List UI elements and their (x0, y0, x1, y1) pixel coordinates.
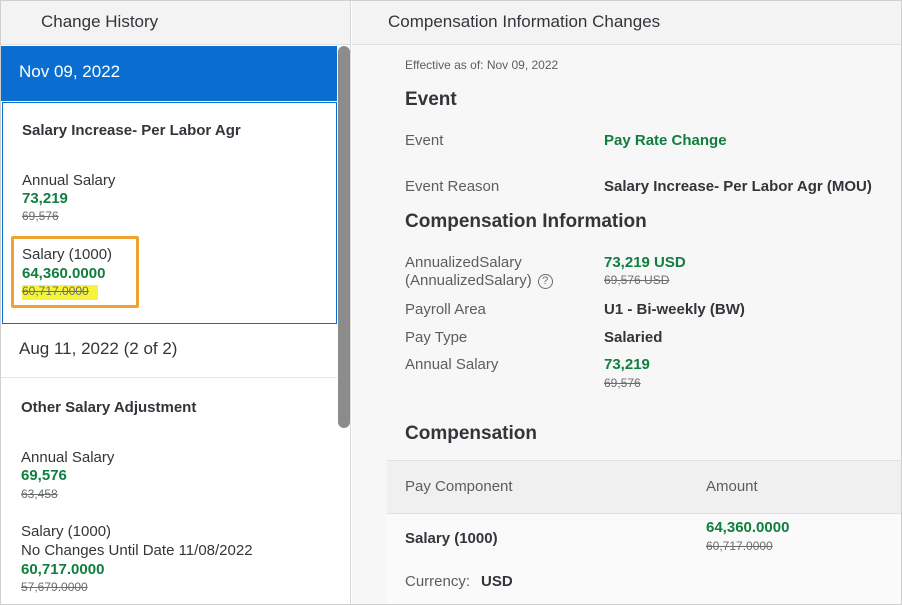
payroll-area-label: Payroll Area (405, 301, 486, 318)
salary-note: No Changes Until Date 11/08/2022 (21, 542, 253, 559)
salary-old: 60,717.0000 (22, 284, 89, 298)
amount-new: 64,360.0000 (706, 519, 790, 536)
section-title-event: Event (405, 89, 457, 110)
annualized-salary-new: 73,219 USD (604, 254, 686, 271)
column-header-pay-component: Pay Component (405, 478, 513, 495)
annual-salary-new: 73,219 (604, 356, 650, 373)
details-panel: Compensation Information Changes Effecti… (352, 1, 901, 604)
payroll-area-value: U1 - Bi-weekly (BW) (604, 301, 745, 318)
annualized-salary-sublabel-text: (AnnualizedSalary) (405, 272, 532, 289)
highlight-outline (11, 236, 139, 308)
annual-salary-old: 69,576 (604, 376, 641, 390)
salary-new: 64,360.0000 (22, 265, 106, 282)
history-card-selected[interactable]: Salary Increase- Per Labor Agr Annual Sa… (2, 102, 337, 324)
history-date-item[interactable]: Aug 11, 2022 (2 of 2) (1, 324, 337, 378)
help-icon[interactable]: ? (537, 274, 553, 289)
annualized-salary-old: 69,576 USD (604, 273, 670, 287)
change-history-header: Change History (1, 1, 350, 45)
annual-salary-new: 69,576 (21, 467, 67, 484)
salary-label: Salary (1000) (21, 523, 112, 540)
history-date-label: Aug 11, 2022 (2 of 2) (19, 339, 178, 358)
annual-salary-label: Annual Salary (405, 356, 499, 373)
salary-label: Salary (1000) (22, 246, 113, 263)
event-label: Event (405, 132, 444, 149)
annualized-salary-sublabel: (AnnualizedSalary)? (405, 272, 553, 289)
event-reason-value: Salary Increase- Per Labor Agr (MOU) (604, 178, 872, 195)
highlight-marker (22, 285, 98, 300)
pay-component-value: Salary (1000) (405, 530, 498, 547)
table-header: Pay Component Amount (387, 460, 901, 514)
currency-label: Currency: (405, 573, 471, 590)
event-value: Pay Rate Change (604, 132, 727, 149)
card-title: Other Salary Adjustment (21, 399, 197, 416)
annual-salary-new: 73,219 (22, 190, 68, 207)
section-title-compensation-information: Compensation Information (405, 211, 647, 232)
details-header: Compensation Information Changes (352, 1, 901, 45)
details-title: Compensation Information Changes (388, 12, 661, 31)
salary-new: 60,717.0000 (21, 561, 105, 578)
scrollbar-thumb[interactable] (338, 46, 350, 428)
annual-salary-old: 63,458 (21, 487, 58, 501)
annual-salary-label: Annual Salary (22, 172, 116, 189)
annual-salary-old: 69,576 (22, 209, 59, 223)
history-date-selected[interactable]: Nov 09, 2022 (1, 46, 337, 101)
amount-old: 60,717.0000 (706, 539, 773, 553)
table-row: Salary (1000) 64,360.0000 60,717.0000 Cu… (387, 514, 901, 604)
salary-old: 57,679.0000 (21, 580, 88, 594)
effective-date: Effective as of: Nov 09, 2022 (405, 58, 559, 72)
pay-type-value: Salaried (604, 329, 663, 346)
history-date-label: Nov 09, 2022 (19, 62, 121, 81)
currency-value: USD (481, 573, 513, 590)
annualized-salary-label: AnnualizedSalary (405, 254, 522, 271)
column-header-amount: Amount (706, 478, 758, 495)
section-title-compensation: Compensation (405, 423, 537, 444)
change-history-title: Change History (41, 12, 159, 31)
pay-type-label: Pay Type (405, 329, 468, 346)
change-history-panel: Change History Nov 09, 2022 Salary Incre… (1, 1, 351, 604)
annual-salary-label: Annual Salary (21, 449, 115, 466)
event-reason-label: Event Reason (405, 178, 500, 195)
card-title: Salary Increase- Per Labor Agr (22, 122, 241, 139)
